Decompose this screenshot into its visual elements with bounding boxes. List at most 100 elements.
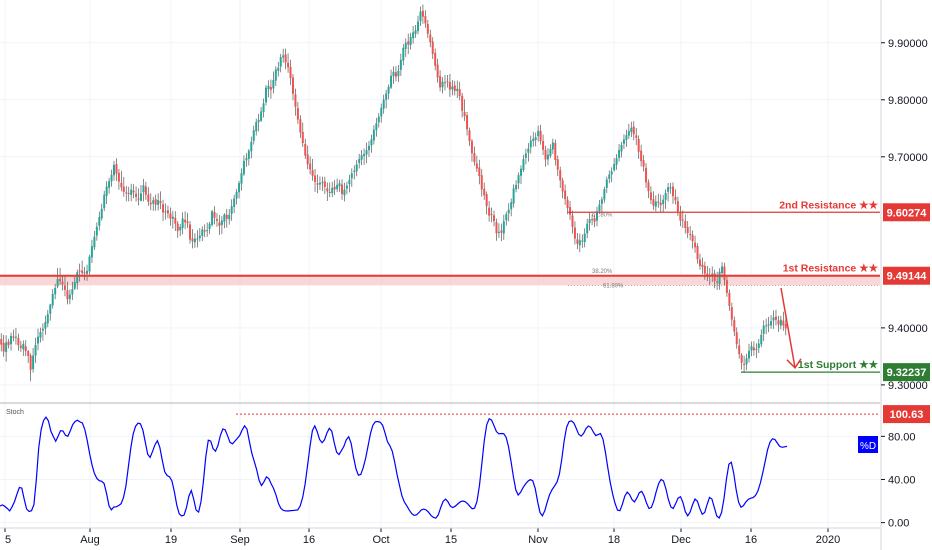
candle-body — [500, 230, 503, 233]
candle-body — [238, 183, 241, 193]
candle-body — [559, 170, 562, 181]
candle-body — [407, 41, 410, 45]
candle-body — [32, 355, 35, 370]
candle-body — [490, 214, 493, 216]
stoch-max-badge — [883, 405, 930, 424]
candle-body — [76, 272, 79, 284]
candle-body — [245, 158, 248, 161]
candle-body — [171, 216, 174, 219]
candle-body — [610, 171, 613, 175]
candle-body — [667, 187, 670, 192]
candle-body — [556, 159, 559, 170]
candle-body — [671, 186, 674, 197]
candle-body — [588, 219, 591, 224]
candle-body — [304, 143, 307, 156]
candle-body — [431, 41, 434, 54]
candle-body — [691, 234, 694, 242]
stochastic-pane: 100.63 %D — [0, 405, 930, 519]
candle-body — [2, 343, 5, 352]
candle-body — [191, 238, 194, 242]
candle-body — [721, 266, 724, 274]
candle-body — [684, 221, 687, 228]
candle-body — [252, 130, 255, 141]
candle-body — [228, 214, 231, 220]
price-axis-ticks: 9.90000 9.80000 9.70000 9.40000 9.30000 — [881, 38, 928, 392]
candle-body — [649, 192, 652, 200]
candle-body — [544, 149, 547, 160]
candle-body — [561, 180, 564, 192]
candle-body — [784, 324, 787, 329]
candle-body — [184, 219, 187, 223]
candle-body — [132, 190, 135, 193]
stoch-line — [0, 416, 788, 519]
candle-body — [12, 336, 15, 338]
candle-body — [247, 150, 250, 159]
fib-label-1: 38.20% — [592, 269, 613, 275]
candle-body — [61, 281, 64, 285]
candle-body — [0, 338, 3, 345]
candle-body — [762, 325, 765, 334]
candle-body — [34, 344, 37, 356]
candle-body — [483, 188, 486, 196]
candle-body — [105, 186, 108, 196]
price-tick-label-1: 9.80000 — [888, 95, 928, 107]
candle-body — [488, 207, 491, 216]
candle-body — [664, 192, 667, 200]
candle-body — [392, 71, 395, 77]
candle-body — [397, 70, 400, 77]
candle-body — [419, 11, 422, 22]
candle-body — [532, 138, 535, 142]
candle-body — [549, 148, 552, 156]
candle-body — [725, 280, 728, 293]
candle-body — [223, 214, 226, 222]
candle-body — [527, 148, 530, 153]
candle-body — [125, 192, 128, 194]
candle-body — [681, 219, 684, 221]
level-badge-0 — [883, 203, 930, 222]
candle-body — [394, 72, 397, 77]
candle-body — [316, 183, 319, 185]
candle-body — [211, 211, 214, 225]
candle-body — [608, 174, 611, 179]
candle-body — [235, 191, 238, 199]
fib-labels: 61.80% 38.20% 61.80% — [592, 212, 624, 289]
candle-body — [215, 219, 218, 221]
candle-body — [451, 86, 454, 90]
candle-body — [453, 85, 456, 92]
candle-body — [24, 346, 27, 352]
candle-body — [193, 238, 196, 243]
candle-body — [375, 123, 378, 131]
candle-body — [703, 265, 706, 274]
level-label-1: 1st Resistance ★★ — [783, 263, 879, 275]
candle-body — [274, 69, 277, 81]
candle-body — [424, 16, 427, 24]
candle-body — [554, 142, 557, 161]
candle-body — [385, 93, 388, 100]
candle-body — [642, 160, 645, 167]
candle-body — [95, 226, 98, 236]
ind-tick-label-0: 80.00 — [888, 431, 916, 443]
candle-body — [218, 222, 221, 226]
candle-body — [49, 304, 52, 314]
candle-body — [265, 87, 268, 103]
candle-body — [63, 285, 66, 290]
level-badge-text-1: 9.49144 — [887, 271, 928, 283]
candle-body — [750, 346, 753, 351]
candle-body — [603, 189, 606, 200]
candle-body — [314, 175, 317, 182]
candle-body — [485, 194, 488, 207]
candle-body — [468, 130, 471, 142]
candle-body — [478, 167, 481, 177]
arrow-shaft — [780, 287, 796, 368]
candle-body — [738, 345, 741, 355]
fib-label-2: 61.80% — [603, 283, 624, 289]
candle-body — [179, 226, 182, 231]
ind-tick-label-1: 40.00 — [888, 474, 916, 486]
time-tick-label-5: Oct — [372, 534, 389, 546]
candle-body — [387, 86, 390, 94]
candle-body — [377, 116, 380, 123]
stoch-series-badge — [858, 436, 878, 453]
candle-body — [524, 153, 527, 158]
time-tick-label-7: Nov — [528, 534, 548, 546]
